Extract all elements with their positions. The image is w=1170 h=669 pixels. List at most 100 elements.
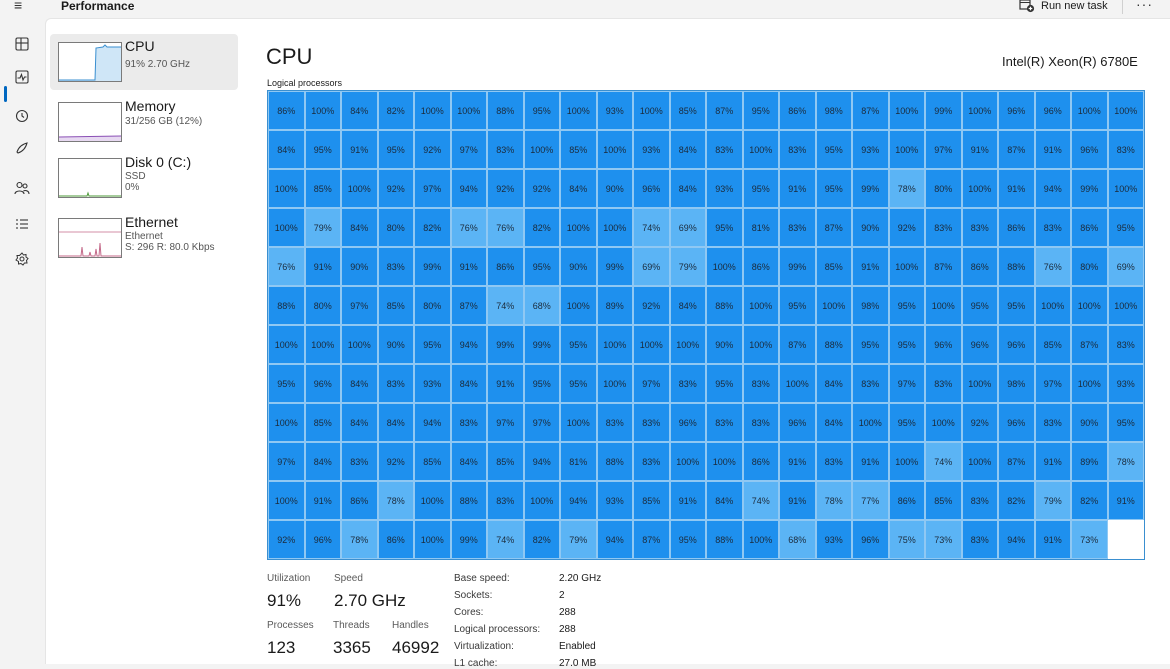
processor-cell: 100% bbox=[1034, 286, 1071, 325]
processor-cell: 84% bbox=[268, 130, 305, 169]
processor-cell: 94% bbox=[450, 325, 487, 364]
processor-cell: 93% bbox=[706, 169, 743, 208]
processor-cell: 91% bbox=[779, 481, 816, 520]
processor-cell: 97% bbox=[341, 286, 378, 325]
processor-cell: 87% bbox=[779, 325, 816, 364]
processor-cell: 100% bbox=[961, 91, 998, 130]
processor-cell: 100% bbox=[888, 91, 925, 130]
processor-cell: 99% bbox=[487, 325, 524, 364]
processor-cell: 94% bbox=[560, 481, 597, 520]
processor-cell: 100% bbox=[706, 442, 743, 481]
processor-cell: 100% bbox=[523, 130, 560, 169]
processor-cell: 95% bbox=[888, 403, 925, 442]
processor-cell: 100% bbox=[560, 403, 597, 442]
run-new-task-button[interactable]: Run new task bbox=[1019, 0, 1108, 14]
processor-cell: 100% bbox=[560, 286, 597, 325]
processor-cell: 100% bbox=[596, 130, 633, 169]
processor-cell: 84% bbox=[341, 208, 378, 247]
processor-cell: 84% bbox=[669, 169, 706, 208]
processor-cell: 100% bbox=[669, 325, 706, 364]
processor-cell: 83% bbox=[961, 481, 998, 520]
processor-cell: 91% bbox=[998, 169, 1035, 208]
memory-thumbnail-graph bbox=[58, 102, 122, 142]
processor-cell: 78% bbox=[377, 481, 414, 520]
processor-cell: 100% bbox=[961, 364, 998, 403]
processor-cell: 91% bbox=[852, 247, 889, 286]
processor-cell: 83% bbox=[1107, 130, 1144, 169]
processor-cell: 91% bbox=[1034, 130, 1071, 169]
processor-cell: 100% bbox=[450, 91, 487, 130]
handles-label: Handles bbox=[392, 620, 429, 631]
processor-cell: 83% bbox=[779, 208, 816, 247]
processor-cell: 92% bbox=[377, 169, 414, 208]
processor-cell: 86% bbox=[779, 91, 816, 130]
processor-cell: 91% bbox=[1034, 520, 1071, 559]
processor-cell: 96% bbox=[304, 364, 341, 403]
device-disk[interactable]: Disk 0 (C:) SSD 0% bbox=[50, 150, 238, 206]
processor-cell: 88% bbox=[487, 91, 524, 130]
device-ethernet[interactable]: Ethernet Ethernet S: 296 R: 80.0 Kbps bbox=[50, 210, 238, 266]
device-memory[interactable]: Memory 31/256 GB (12%) bbox=[50, 94, 238, 150]
threads-label: Threads bbox=[333, 620, 370, 631]
processor-cell: 91% bbox=[961, 130, 998, 169]
processor-cell: 100% bbox=[596, 208, 633, 247]
processor-cell: 84% bbox=[450, 442, 487, 481]
processor-cell: 100% bbox=[633, 325, 670, 364]
users-icon[interactable] bbox=[12, 178, 32, 198]
processor-cell: 84% bbox=[377, 403, 414, 442]
processor-cell: 91% bbox=[1107, 481, 1144, 520]
selected-indicator bbox=[4, 86, 7, 102]
processor-cell: 99% bbox=[779, 247, 816, 286]
processor-cell: 84% bbox=[815, 364, 852, 403]
processor-cell: 100% bbox=[304, 91, 341, 130]
navigation-rail bbox=[0, 18, 45, 663]
processor-cell: 80% bbox=[925, 169, 962, 208]
processor-cell: 95% bbox=[961, 286, 998, 325]
processor-cell: 83% bbox=[961, 208, 998, 247]
cpu-thumbnail-graph bbox=[58, 42, 122, 82]
menu-icon[interactable]: ≡ bbox=[14, 0, 23, 13]
page-title: Performance bbox=[61, 0, 135, 13]
processor-cell: 80% bbox=[304, 286, 341, 325]
processor-cell: 97% bbox=[523, 403, 560, 442]
processor-cell: 83% bbox=[742, 364, 779, 403]
processor-cell: 90% bbox=[377, 325, 414, 364]
app-history-icon[interactable] bbox=[12, 106, 32, 126]
services-icon[interactable] bbox=[12, 249, 32, 269]
processor-cell: 79% bbox=[1034, 481, 1071, 520]
processor-cell: 100% bbox=[1107, 286, 1144, 325]
processor-cell: 90% bbox=[1071, 403, 1108, 442]
details-icon[interactable] bbox=[12, 214, 32, 234]
logical-processors-label: Logical processors bbox=[267, 78, 343, 88]
processor-cell: 81% bbox=[742, 208, 779, 247]
processor-cell: 100% bbox=[888, 247, 925, 286]
processor-cell: 96% bbox=[304, 520, 341, 559]
processor-cell: 86% bbox=[1071, 208, 1108, 247]
performance-icon[interactable] bbox=[12, 67, 32, 87]
processor-cell: 68% bbox=[523, 286, 560, 325]
processor-cell: 95% bbox=[523, 364, 560, 403]
more-options-icon[interactable]: ··· bbox=[1136, 0, 1153, 12]
processor-cell: 88% bbox=[596, 442, 633, 481]
processor-cell: 91% bbox=[779, 442, 816, 481]
processor-cell: 96% bbox=[1034, 91, 1071, 130]
processor-cell: 95% bbox=[742, 169, 779, 208]
device-cpu[interactable]: CPU 91% 2.70 GHz bbox=[50, 34, 238, 90]
processor-cell: 97% bbox=[450, 130, 487, 169]
processor-cell: 73% bbox=[1071, 520, 1108, 559]
processor-cell: 86% bbox=[377, 520, 414, 559]
startup-apps-icon[interactable] bbox=[12, 138, 32, 158]
processor-cell: 99% bbox=[852, 169, 889, 208]
processes-icon[interactable] bbox=[12, 34, 32, 54]
processor-cell: 99% bbox=[414, 247, 451, 286]
processor-cell: 83% bbox=[1034, 208, 1071, 247]
processor-cell: 97% bbox=[487, 403, 524, 442]
processor-cell: 95% bbox=[706, 208, 743, 247]
processor-cell: 87% bbox=[998, 130, 1035, 169]
speed-value: 2.70 GHz bbox=[334, 591, 406, 610]
processor-cell: 83% bbox=[815, 442, 852, 481]
device-subtitle: 31/256 GB (12%) bbox=[125, 116, 203, 127]
processor-cell: 100% bbox=[268, 208, 305, 247]
processor-cell: 85% bbox=[377, 286, 414, 325]
processor-cell: 79% bbox=[560, 520, 597, 559]
